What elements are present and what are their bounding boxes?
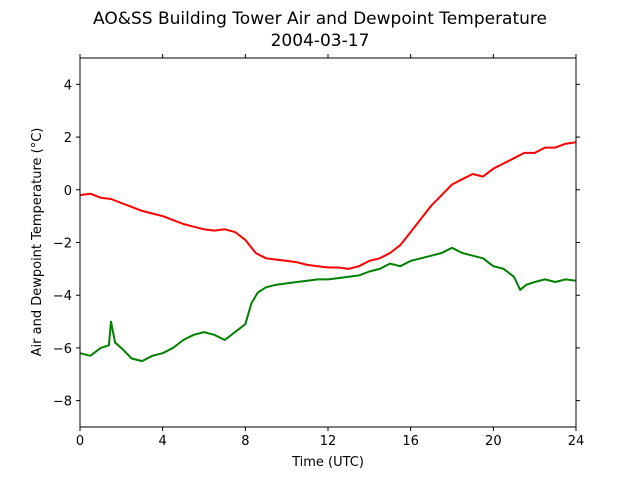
x-tick-label: 8	[241, 434, 249, 449]
plot-series	[79, 141, 577, 363]
y-tick-label: 0	[64, 184, 72, 199]
x-axis-label: Time (UTC)	[291, 455, 364, 470]
y-tick-label: 4	[64, 78, 72, 93]
y-axis-label: Air and Dewpoint Temperature (°C)	[30, 128, 45, 357]
x-tick-label: 24	[568, 434, 585, 449]
plot-frame	[79, 57, 577, 428]
y-tick-label: −8	[53, 395, 72, 410]
x-tick-label: 0	[76, 434, 84, 449]
x-tick-label: 20	[485, 434, 502, 449]
chart-subtitle: 2004-03-17	[271, 31, 370, 51]
y-tick-label: 2	[64, 131, 72, 146]
x-tick-label: 12	[320, 434, 337, 449]
series-line-1	[79, 246, 577, 363]
x-tick-label: 4	[159, 434, 167, 449]
y-tick-label: −6	[53, 342, 72, 357]
y-tick-label: −4	[53, 289, 72, 304]
series-line-0	[79, 141, 577, 270]
x-tick-label: 16	[402, 434, 419, 449]
y-tick-label: −2	[53, 237, 72, 252]
chart-title: AO&SS Building Tower Air and Dewpoint Te…	[93, 9, 547, 29]
